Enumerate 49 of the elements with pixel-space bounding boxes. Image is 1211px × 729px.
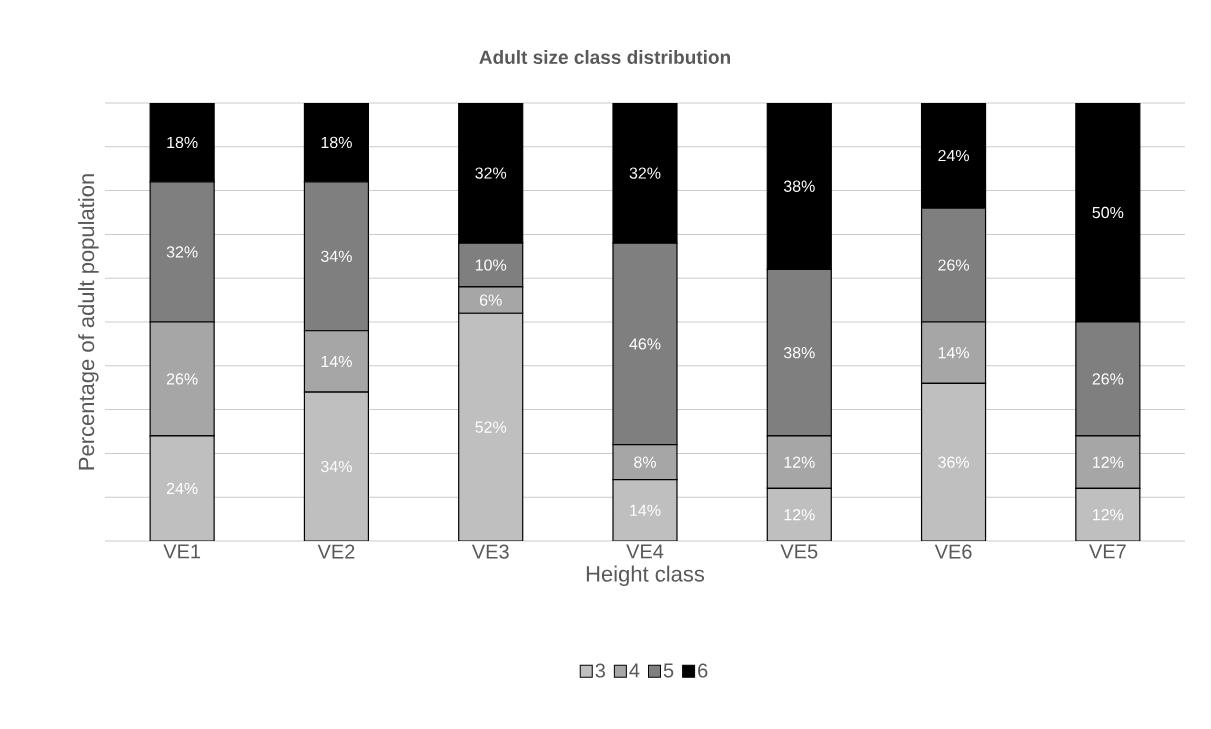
chart-title: Adult size class distribution: [479, 50, 730, 64]
data-label: 12%: [784, 509, 815, 521]
data-label: 24%: [166, 482, 198, 495]
data-label: 38%: [783, 347, 815, 359]
legend-label: 4: [629, 663, 640, 678]
data-label: 32%: [166, 246, 198, 258]
data-label: 24%: [938, 149, 970, 162]
x-tick-label: VE2: [317, 544, 355, 559]
data-label: 10%: [475, 259, 507, 271]
data-label: 12%: [1093, 509, 1124, 521]
data-label: 38%: [783, 180, 815, 192]
data-label: 50%: [1092, 206, 1124, 219]
bar: [1075, 487, 1141, 541]
data-label: 14%: [938, 347, 970, 359]
data-label: 52%: [475, 421, 507, 433]
data-label: 36%: [938, 456, 970, 468]
data-label: 34%: [321, 460, 352, 473]
x-axis-title: Height class: [586, 565, 705, 587]
legend-label: 3: [595, 663, 605, 678]
bar: [149, 435, 215, 541]
data-label: 46%: [629, 338, 661, 350]
data-label: 26%: [1092, 373, 1124, 385]
data-label: 14%: [630, 504, 661, 516]
bar: [303, 391, 370, 541]
x-tick-label: VE1: [163, 544, 201, 559]
bar: [458, 312, 524, 541]
data-label: 6%: [479, 294, 502, 306]
legend-label: 6: [698, 663, 708, 678]
x-tick-label: VE3: [471, 544, 509, 559]
bar: [612, 479, 678, 541]
y-axis-title: Percentage of adult population: [78, 174, 99, 470]
data-label: 34%: [321, 250, 352, 262]
x-tick-label: VE6: [934, 544, 972, 559]
data-label: 12%: [784, 456, 815, 468]
legend-label: 5: [663, 663, 674, 678]
x-tick-label: VE7: [1089, 544, 1126, 559]
x-tick-label: VE4: [626, 544, 664, 559]
bar: [766, 487, 832, 541]
data-label: 32%: [475, 167, 507, 179]
data-label: 18%: [167, 136, 198, 149]
data-label: 26%: [938, 259, 970, 271]
data-label: 12%: [1093, 456, 1124, 468]
bar: [920, 382, 987, 541]
data-label: 18%: [321, 136, 352, 149]
data-label: 26%: [166, 373, 198, 385]
data-label: 32%: [629, 167, 661, 179]
data-label: 14%: [321, 355, 352, 368]
data-label: 8%: [634, 456, 656, 468]
x-tick-label: VE5: [780, 544, 818, 559]
